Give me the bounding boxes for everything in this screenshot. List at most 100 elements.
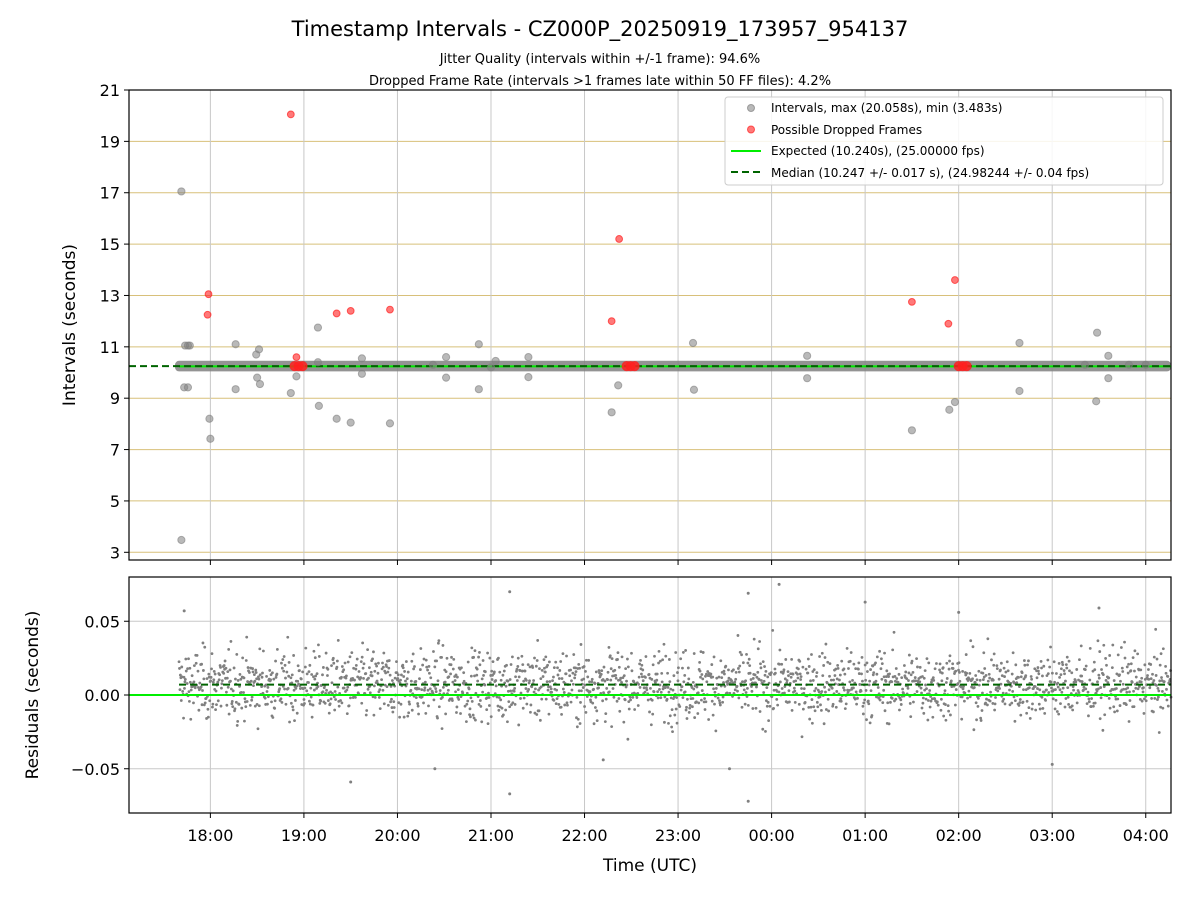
residual-point bbox=[848, 659, 852, 663]
residual-point bbox=[935, 700, 939, 704]
residual-point bbox=[1144, 699, 1148, 703]
dropped-frame-point bbox=[292, 353, 301, 362]
residual-point bbox=[931, 715, 935, 719]
residual-point bbox=[454, 690, 457, 694]
residual-point bbox=[560, 677, 564, 680]
residual-point bbox=[426, 688, 430, 692]
residual-point bbox=[1130, 680, 1134, 684]
residual-point bbox=[386, 670, 390, 674]
residual-point bbox=[610, 725, 614, 729]
residual-point bbox=[839, 699, 843, 703]
residual-point bbox=[825, 681, 829, 685]
residual-point bbox=[547, 712, 551, 716]
residual-point bbox=[390, 697, 393, 701]
residual-point bbox=[1052, 660, 1056, 664]
residual-point bbox=[476, 679, 480, 683]
residual-point bbox=[928, 689, 932, 692]
residual-point bbox=[627, 700, 631, 703]
residual-point bbox=[1013, 699, 1017, 703]
residual-point bbox=[487, 691, 490, 695]
residual-point bbox=[450, 655, 453, 659]
residual-point bbox=[228, 668, 232, 672]
residual-point bbox=[882, 675, 886, 679]
residual-point bbox=[957, 661, 961, 665]
residual-point bbox=[243, 697, 247, 701]
residual-point bbox=[715, 676, 719, 680]
residual-point bbox=[225, 676, 229, 680]
residual-point bbox=[249, 679, 253, 683]
residual-point bbox=[1064, 663, 1068, 667]
residual-point bbox=[269, 678, 273, 682]
residual-point bbox=[982, 651, 986, 655]
interval-point bbox=[177, 535, 186, 545]
legend-intervals-label: Intervals, max (20.058s), min (3.483s) bbox=[771, 101, 1002, 115]
residual-point bbox=[177, 660, 181, 664]
residual-point bbox=[1126, 686, 1130, 690]
residual-point bbox=[967, 689, 971, 693]
residual-point bbox=[375, 679, 379, 683]
intervals-ytick-label: 15 bbox=[100, 235, 120, 254]
residual-point bbox=[1022, 659, 1026, 662]
residual-point bbox=[765, 704, 769, 708]
residual-point bbox=[940, 679, 944, 683]
residual-point bbox=[637, 675, 641, 679]
residual-point bbox=[748, 664, 752, 668]
residual-point bbox=[581, 686, 585, 689]
residual-point bbox=[1150, 697, 1154, 700]
residual-point bbox=[1033, 685, 1037, 688]
residual-point bbox=[676, 671, 679, 674]
residual-point bbox=[820, 690, 824, 693]
residual-point bbox=[216, 680, 220, 684]
residual-point bbox=[975, 678, 979, 682]
residual-point bbox=[561, 687, 565, 691]
residual-point bbox=[1046, 658, 1050, 662]
residual-point bbox=[213, 672, 217, 676]
residual-point bbox=[1017, 675, 1020, 679]
residual-point bbox=[711, 675, 715, 679]
legend-dropped-label: Possible Dropped Frames bbox=[771, 123, 922, 137]
residual-point bbox=[1053, 707, 1057, 711]
residual-point bbox=[1152, 679, 1156, 682]
residual-point bbox=[452, 657, 456, 661]
residual-point bbox=[250, 695, 254, 699]
residual-point bbox=[842, 667, 846, 671]
residual-point bbox=[310, 715, 314, 719]
residual-point bbox=[242, 676, 246, 680]
residual-point bbox=[669, 687, 673, 691]
residual-point bbox=[1149, 677, 1153, 681]
residual-point bbox=[806, 671, 810, 675]
residual-point bbox=[680, 685, 684, 689]
residual-point bbox=[663, 686, 667, 689]
residual-point bbox=[515, 667, 519, 671]
residual-point bbox=[555, 697, 559, 701]
residual-point bbox=[400, 673, 403, 677]
residual-point bbox=[1156, 698, 1159, 701]
residual-point bbox=[328, 702, 332, 706]
residual-point bbox=[460, 666, 463, 670]
residual-point bbox=[582, 665, 586, 668]
residual-point bbox=[622, 720, 626, 724]
residual-point bbox=[602, 665, 606, 669]
residual-outlier-point bbox=[601, 758, 605, 762]
residual-point bbox=[506, 689, 510, 693]
residual-point bbox=[754, 681, 757, 685]
residual-point bbox=[1003, 675, 1006, 678]
residual-point bbox=[499, 678, 503, 682]
residual-point bbox=[641, 668, 645, 672]
residual-point bbox=[996, 689, 1000, 693]
residual-point bbox=[750, 685, 753, 688]
residual-point bbox=[914, 679, 918, 683]
residual-point bbox=[1134, 686, 1138, 690]
residual-point bbox=[707, 718, 711, 721]
residual-point bbox=[214, 689, 218, 693]
residual-point bbox=[1165, 698, 1169, 702]
residual-point bbox=[856, 696, 859, 700]
residual-point bbox=[1127, 720, 1131, 723]
residual-point bbox=[798, 659, 802, 663]
residual-point bbox=[710, 699, 714, 703]
residual-point bbox=[509, 689, 512, 693]
residual-point bbox=[522, 679, 526, 683]
residual-point bbox=[852, 686, 855, 690]
interval-point bbox=[491, 356, 500, 366]
residual-point bbox=[437, 705, 441, 709]
